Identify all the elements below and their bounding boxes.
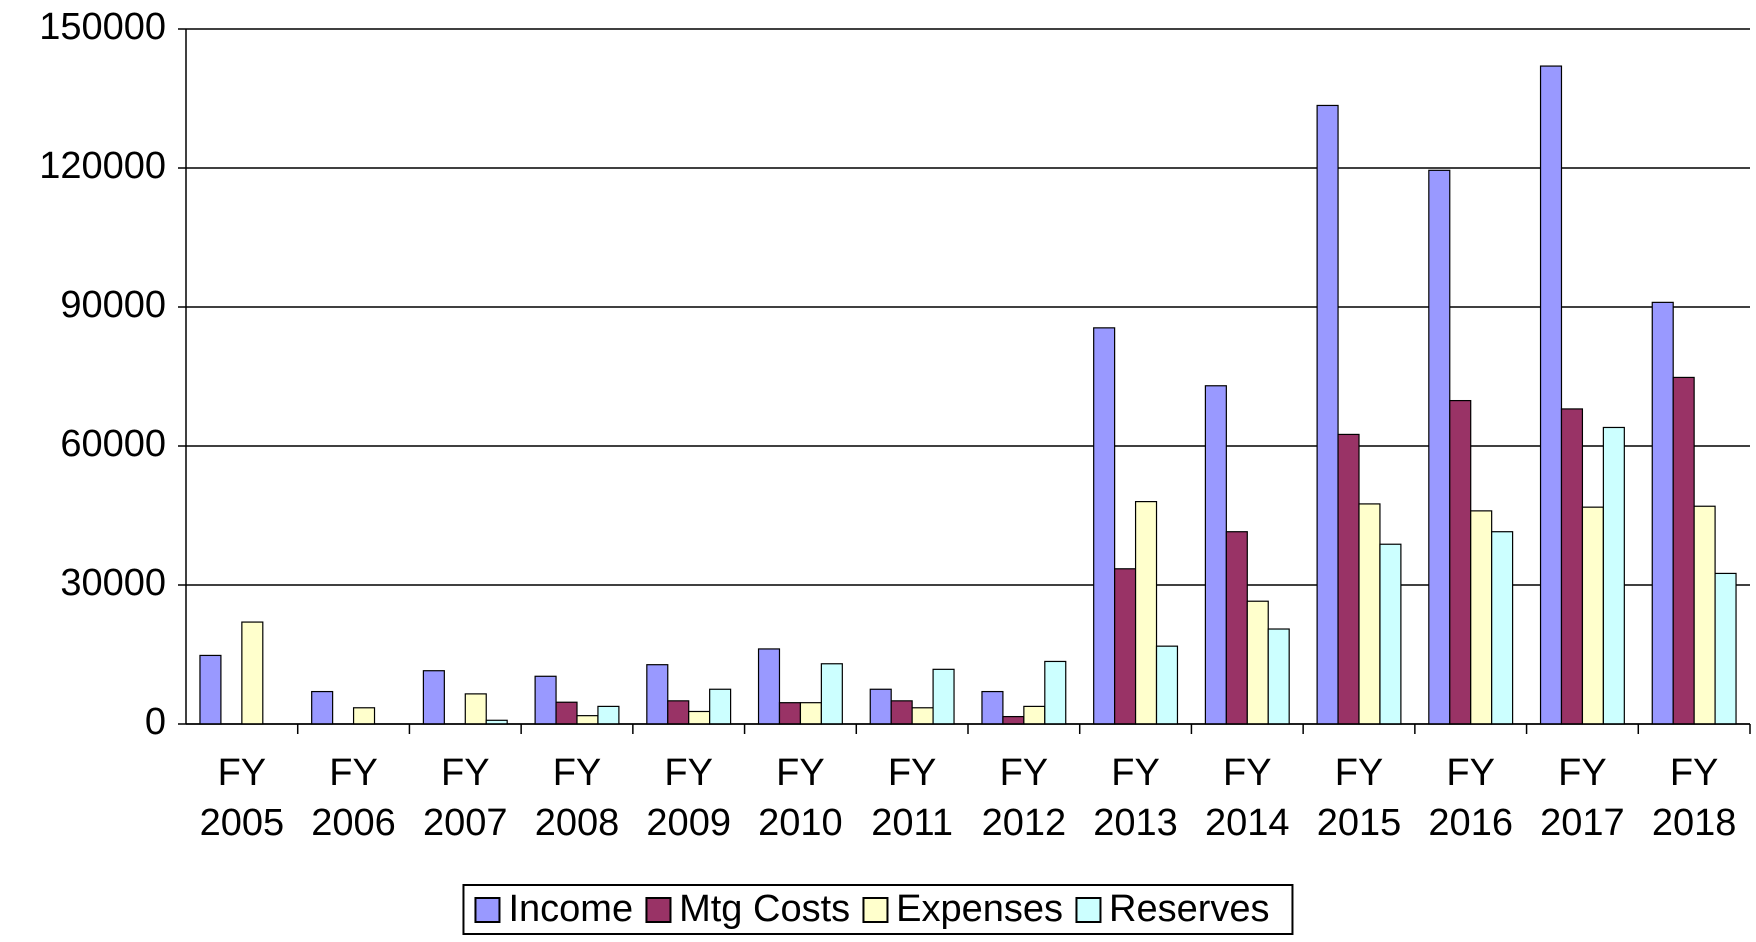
bar — [352, 707, 376, 725]
bar — [597, 705, 620, 725]
y-tick-label: 30000 — [60, 562, 166, 604]
bar — [1714, 572, 1737, 725]
y-tick-label: 0 — [145, 701, 166, 743]
legend-swatch — [1075, 896, 1102, 923]
bar — [1539, 65, 1563, 725]
bar — [869, 688, 892, 725]
bar — [1267, 628, 1290, 725]
y-tick-label: 150000 — [39, 6, 166, 48]
legend-label: Expenses — [896, 888, 1064, 930]
x-tick-label: FY 2013 — [1093, 752, 1178, 844]
bar — [1581, 506, 1604, 725]
x-tick-label: FY 2008 — [534, 752, 620, 844]
bar — [1204, 385, 1227, 725]
bar — [555, 701, 578, 725]
x-tick-label: FY 2017 — [1540, 752, 1625, 844]
legend-item: Reserves — [1075, 888, 1270, 931]
legend-item: Mtg Costs — [645, 888, 850, 931]
bar — [1491, 531, 1514, 725]
bar — [1044, 660, 1067, 725]
bar — [1470, 510, 1493, 725]
x-tick-label: FY 2005 — [199, 752, 285, 844]
bar — [709, 688, 732, 725]
bar — [1428, 169, 1451, 725]
bar — [778, 702, 802, 725]
bar — [646, 664, 669, 725]
x-tick-label: FY 2014 — [1205, 752, 1290, 844]
bar — [311, 690, 334, 725]
y-tick-label: 120000 — [39, 145, 166, 187]
bar — [1134, 501, 1158, 725]
bar — [1693, 505, 1716, 725]
bar — [1023, 705, 1046, 725]
bar — [820, 663, 843, 725]
bar — [1602, 426, 1625, 725]
legend-swatch — [862, 896, 889, 923]
legend-swatch — [474, 896, 501, 923]
x-tick-label: FY 2007 — [423, 752, 508, 844]
bar — [757, 648, 781, 725]
bar — [576, 715, 599, 725]
bar — [199, 654, 222, 725]
x-tick-label: FY 2011 — [871, 752, 953, 844]
bar — [1225, 531, 1248, 725]
bar — [534, 675, 557, 725]
bar — [890, 700, 913, 725]
bar — [241, 621, 264, 725]
bar — [932, 668, 955, 725]
legend-item: Expenses — [862, 888, 1063, 931]
bar — [1672, 376, 1695, 725]
bar — [1316, 104, 1339, 725]
bar — [981, 690, 1004, 725]
bar — [688, 710, 711, 725]
bar — [1358, 503, 1381, 725]
y-tick-label: 60000 — [60, 423, 166, 465]
x-tick-label: FY 2009 — [646, 752, 731, 844]
x-tick-label: FY 2015 — [1316, 752, 1402, 844]
x-tick-label: FY 2010 — [758, 752, 843, 844]
bar — [1114, 568, 1137, 725]
x-tick-label: FY 2016 — [1428, 752, 1513, 844]
y-tick-label: 90000 — [60, 284, 166, 326]
x-tick-label: FY 2006 — [311, 752, 396, 844]
bar — [1379, 543, 1402, 725]
x-tick-label: FY 2012 — [981, 752, 1067, 844]
bar — [422, 670, 445, 725]
bar — [1337, 433, 1360, 725]
bar — [464, 693, 487, 725]
legend-label: Income — [508, 888, 634, 930]
bar — [1449, 399, 1472, 725]
bar — [1093, 327, 1116, 725]
bar — [799, 702, 822, 725]
bar — [1246, 600, 1269, 725]
legend-label: Reserves — [1109, 888, 1270, 930]
bar — [1002, 715, 1025, 725]
bar — [911, 707, 934, 725]
bar — [1155, 645, 1179, 725]
legend-swatch — [645, 896, 672, 923]
bar — [1651, 301, 1674, 725]
bar — [1560, 408, 1584, 725]
legend-label: Mtg Costs — [679, 888, 851, 930]
bar — [667, 700, 690, 725]
x-tick-label: FY 2018 — [1651, 752, 1737, 844]
legend-item: Income — [474, 888, 633, 931]
legend: Income Mtg Costs Expenses Reserves — [462, 884, 1294, 935]
